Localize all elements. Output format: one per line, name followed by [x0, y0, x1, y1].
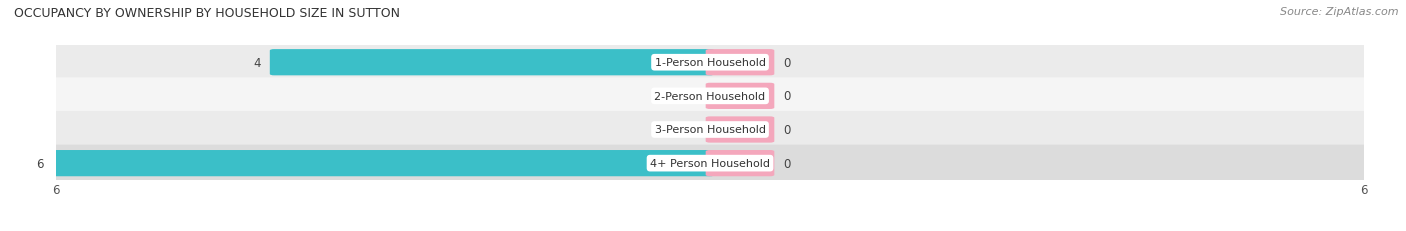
FancyBboxPatch shape — [270, 50, 714, 76]
Text: 0: 0 — [783, 157, 790, 170]
Text: OCCUPANCY BY OWNERSHIP BY HOUSEHOLD SIZE IN SUTTON: OCCUPANCY BY OWNERSHIP BY HOUSEHOLD SIZE… — [14, 7, 401, 20]
FancyBboxPatch shape — [706, 117, 775, 143]
FancyBboxPatch shape — [48, 112, 1372, 148]
Text: Source: ZipAtlas.com: Source: ZipAtlas.com — [1281, 7, 1399, 17]
FancyBboxPatch shape — [48, 45, 1372, 81]
FancyBboxPatch shape — [706, 150, 775, 176]
FancyBboxPatch shape — [48, 78, 1372, 115]
Text: 1-Person Household: 1-Person Household — [655, 58, 765, 68]
Legend: Owner-occupied, Renter-occupied: Owner-occupied, Renter-occupied — [589, 226, 831, 231]
Text: 2-Person Household: 2-Person Household — [654, 91, 766, 101]
Text: 0: 0 — [783, 56, 790, 70]
Text: 4: 4 — [253, 56, 262, 70]
Text: 0: 0 — [689, 90, 697, 103]
Text: 3-Person Household: 3-Person Household — [655, 125, 765, 135]
FancyBboxPatch shape — [706, 83, 775, 109]
FancyBboxPatch shape — [706, 50, 775, 76]
Text: 4+ Person Household: 4+ Person Household — [650, 158, 770, 168]
Text: 0: 0 — [783, 90, 790, 103]
FancyBboxPatch shape — [52, 150, 714, 176]
Text: 6: 6 — [35, 157, 44, 170]
FancyBboxPatch shape — [48, 145, 1372, 182]
Text: 0: 0 — [783, 123, 790, 137]
Text: 0: 0 — [689, 123, 697, 137]
